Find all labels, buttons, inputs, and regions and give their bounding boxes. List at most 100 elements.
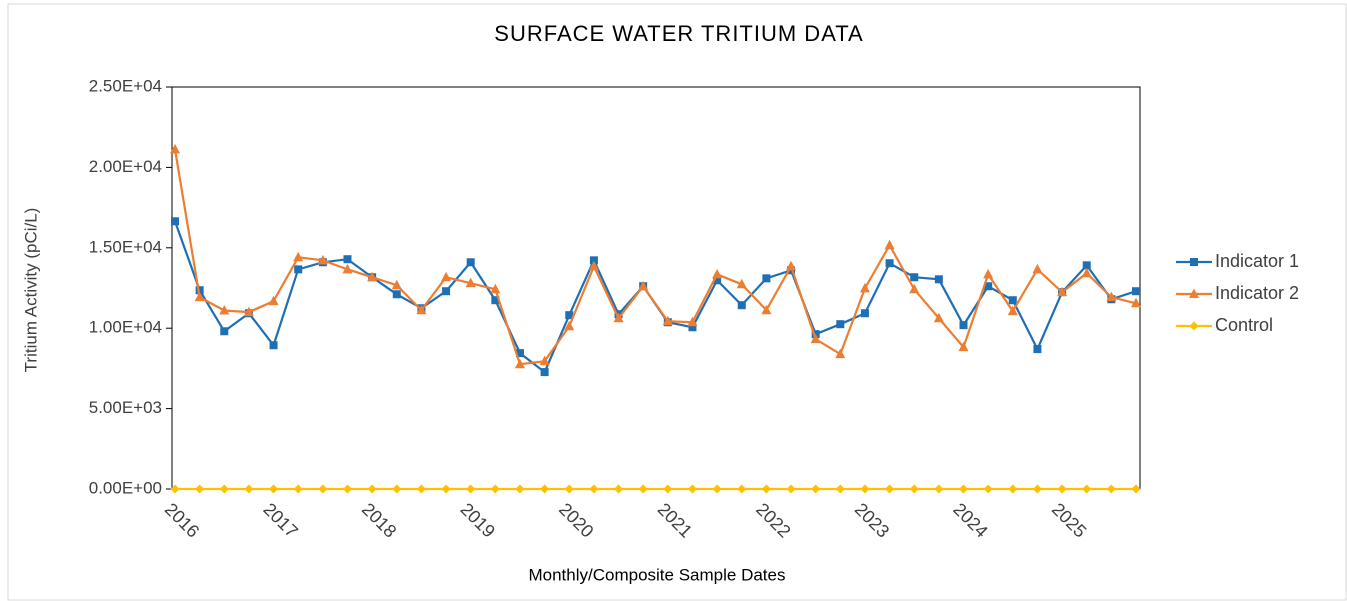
- data-point: [662, 315, 673, 326]
- plot-area: [171, 86, 1141, 490]
- data-point: [983, 484, 993, 494]
- data-point: [195, 484, 205, 494]
- legend-label: Control: [1215, 315, 1273, 335]
- data-point: [416, 304, 427, 315]
- data-point: [1132, 287, 1140, 296]
- data-point: [1032, 484, 1042, 494]
- data-point: [712, 268, 723, 279]
- data-point: [663, 484, 673, 494]
- data-point: [1106, 484, 1116, 494]
- data-point: [1106, 291, 1117, 302]
- x-tick-label: 2021: [654, 499, 696, 541]
- data-point: [909, 484, 919, 494]
- data-point: [1057, 286, 1068, 297]
- x-tick-label: 2018: [358, 499, 400, 541]
- data-point: [959, 321, 968, 330]
- legend-label: Indicator 2: [1215, 283, 1299, 303]
- legend-marker: [1189, 321, 1199, 331]
- data-point: [909, 283, 920, 294]
- data-point: [737, 301, 746, 310]
- data-point: [294, 265, 303, 274]
- data-point: [268, 295, 279, 306]
- data-point: [1081, 267, 1092, 278]
- data-point: [293, 484, 303, 494]
- data-point: [762, 274, 771, 283]
- x-tick-label: 2022: [752, 499, 794, 541]
- data-point: [442, 287, 451, 296]
- data-point: [343, 255, 352, 264]
- data-point: [688, 323, 697, 332]
- data-point: [515, 349, 524, 358]
- data-point: [367, 271, 378, 282]
- data-point: [342, 484, 352, 494]
- data-point: [564, 320, 575, 331]
- data-point: [170, 143, 180, 154]
- data-point: [244, 484, 254, 494]
- data-point: [219, 305, 230, 315]
- data-point: [859, 282, 870, 293]
- data-point: [540, 368, 549, 377]
- data-point: [713, 276, 722, 285]
- data-point: [786, 260, 797, 271]
- data-point: [638, 484, 648, 494]
- data-point: [515, 484, 525, 494]
- data-point: [490, 484, 500, 494]
- y-tick-label: 1.00E+04: [89, 318, 162, 337]
- y-tick-label: 0.00E+00: [89, 478, 162, 497]
- series-line: [173, 220, 1137, 374]
- data-point: [1131, 297, 1141, 308]
- x-tick-label: 2023: [851, 499, 893, 541]
- data-point: [810, 333, 821, 344]
- data-point: [392, 484, 402, 494]
- data-point: [564, 484, 574, 494]
- chart-title: SURFACE WATER TRITIUM DATA: [494, 21, 863, 46]
- data-point: [1008, 296, 1017, 305]
- data-point: [761, 484, 771, 494]
- y-tick-label: 1.50E+04: [89, 237, 162, 256]
- x-tick-label: 2024: [949, 499, 991, 541]
- data-point: [194, 291, 205, 302]
- legend-marker: [1189, 288, 1199, 298]
- data-point: [220, 327, 229, 336]
- data-point: [787, 266, 796, 275]
- data-point: [884, 239, 895, 250]
- data-point: [613, 312, 624, 323]
- data-point: [466, 258, 475, 267]
- data-point: [835, 484, 845, 494]
- x-tick-label: 2017: [259, 499, 301, 541]
- data-point: [441, 271, 452, 282]
- data-point: [317, 254, 328, 265]
- data-point: [736, 278, 747, 289]
- data-point: [171, 217, 179, 226]
- data-point: [983, 268, 994, 279]
- y-tick-label: 2.00E+04: [89, 157, 162, 176]
- data-point: [318, 484, 328, 494]
- x-tick-label: 2019: [457, 499, 499, 541]
- data-point: [958, 341, 969, 352]
- data-point: [269, 341, 278, 350]
- data-point: [687, 316, 698, 327]
- data-point: [466, 484, 476, 494]
- data-point: [170, 484, 180, 494]
- data-point: [1057, 484, 1067, 494]
- data-point: [885, 259, 894, 268]
- data-point: [416, 484, 426, 494]
- data-point: [441, 484, 451, 494]
- data-point: [687, 484, 697, 494]
- data-point: [342, 263, 353, 274]
- data-point: [614, 484, 624, 494]
- data-point: [392, 290, 401, 299]
- x-tick-label: 2020: [555, 499, 597, 541]
- data-point: [934, 484, 944, 494]
- data-point: [1008, 484, 1018, 494]
- data-point: [491, 296, 500, 305]
- data-point: [836, 320, 845, 329]
- x-tick-label: 2016: [161, 499, 203, 541]
- data-point: [1082, 484, 1092, 494]
- data-point: [786, 484, 796, 494]
- data-point: [1082, 261, 1091, 270]
- x-tick-label: 2025: [1048, 499, 1090, 541]
- x-axis-title: Monthly/Composite Sample Dates: [528, 565, 785, 584]
- data-point: [539, 355, 550, 366]
- data-point: [243, 306, 254, 317]
